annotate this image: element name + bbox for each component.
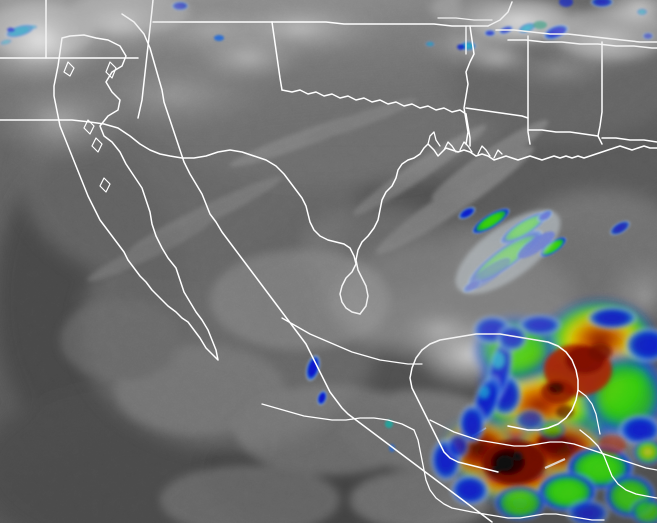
ms-al-gulf-line: [527, 129, 599, 137]
red-river-boundary: [281, 89, 467, 115]
mexico-state-boundary-e: [471, 511, 605, 521]
mexico-state-boundary-a: [281, 317, 423, 365]
al-ga-boundary: [597, 41, 603, 145]
baja-california-outline: [53, 34, 219, 361]
mexico-state-boundary-d: [429, 419, 657, 471]
texas-east-boundary: [465, 113, 471, 147]
gulf-coast-outline: [355, 143, 657, 315]
guatemala-border: [579, 429, 657, 499]
mexico-state-boundary-b: [261, 403, 415, 431]
la-ms-boundary: [465, 107, 529, 119]
gulf-overlay-haze: [335, 240, 575, 382]
campeche-west-coast: [409, 349, 499, 473]
northwest-overlay-cirrus: [0, 0, 190, 58]
texas-panhandle-east: [271, 21, 283, 91]
ok-ks-boundary: [271, 21, 489, 27]
baja-interior-detail: [63, 61, 117, 193]
southeast-overlay-cirrus: [430, 0, 657, 60]
florida-panhandle-line: [601, 137, 657, 143]
mexico-state-boundary-c: [413, 429, 473, 513]
ar-ms-boundary: [463, 25, 475, 145]
ms-al-boundary: [527, 35, 531, 145]
belize-border: [577, 389, 601, 435]
mexico-pacific-coast: [121, 13, 493, 523]
